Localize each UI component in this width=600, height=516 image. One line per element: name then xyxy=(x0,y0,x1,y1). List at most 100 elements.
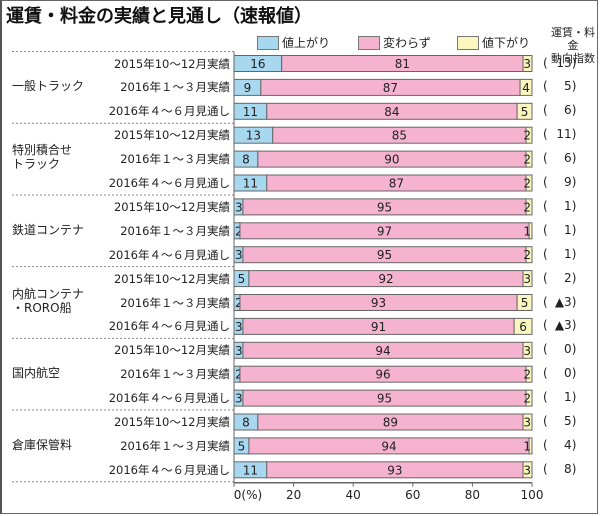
data-label-down: 2 xyxy=(523,248,531,262)
index-close-paren: ) xyxy=(571,461,577,476)
index-open-paren: ( xyxy=(543,79,548,94)
index-value: (▲3) xyxy=(543,295,576,309)
index-header-line2: 動向指数 xyxy=(551,52,595,65)
data-label-up: 3 xyxy=(235,248,243,262)
index-value: (11) xyxy=(543,127,576,141)
index-close-paren: ) xyxy=(571,198,577,213)
data-label-up: 3 xyxy=(235,320,243,334)
index-value: (9) xyxy=(543,175,576,189)
index-value: (8) xyxy=(543,462,576,476)
data-label-down: 1 xyxy=(523,439,531,453)
row-period-label: 2016年１～３月実績 xyxy=(120,223,230,238)
index-open-paren: ( xyxy=(543,103,548,118)
x-tick-label: 0(%) xyxy=(234,488,262,502)
data-label-up: 3 xyxy=(235,200,243,214)
index-open-paren: ( xyxy=(543,270,548,285)
data-label-up: 11 xyxy=(243,105,258,119)
index-close-paren: ) xyxy=(571,294,577,309)
bar-segment-down xyxy=(528,437,533,455)
index-value: (1) xyxy=(543,390,576,404)
legend-swatch-up xyxy=(257,35,279,50)
bar-segment-down xyxy=(522,461,533,479)
row-period-label: 2016年１～３月実績 xyxy=(120,152,230,167)
legend-swatch-down xyxy=(457,35,479,50)
index-open-paren: ( xyxy=(543,151,548,166)
bar-segment-down xyxy=(513,317,533,335)
data-label-up: 2 xyxy=(235,296,243,310)
index-number: 1 xyxy=(564,222,572,237)
index-close-paren: ) xyxy=(571,390,577,405)
data-label-same: 95 xyxy=(377,392,392,406)
index-open-paren: ( xyxy=(543,294,548,309)
bar-segment-down xyxy=(522,341,533,359)
index-open-paren: ( xyxy=(543,437,548,452)
data-label-same: 94 xyxy=(381,439,396,453)
data-label-down: 3 xyxy=(523,463,531,477)
index-close-paren: ) xyxy=(571,437,577,452)
index-number: 1 xyxy=(564,246,572,261)
row-period-label: 2016年４～６月見通し xyxy=(108,176,230,190)
index-value: (5) xyxy=(543,414,576,428)
row-period-label: 2016年１～３月実績 xyxy=(120,367,230,382)
x-tick-label: 80 xyxy=(465,488,480,502)
data-label-up: 11 xyxy=(243,177,258,191)
data-label-up: 5 xyxy=(238,272,246,286)
index-value: (4) xyxy=(543,438,576,452)
group-label: 一般トラック xyxy=(12,79,85,94)
index-close-paren: ) xyxy=(571,127,577,142)
data-label-down: 2 xyxy=(523,200,531,214)
data-label-same: 93 xyxy=(387,463,402,477)
chart-title: 運賃・料金の実績と見通し（速報値） xyxy=(6,6,312,27)
data-label-same: 87 xyxy=(389,177,404,191)
row-period-label: 2015年10～12月実績 xyxy=(113,56,230,71)
index-value: (1) xyxy=(543,199,576,213)
data-label-down: 2 xyxy=(523,129,531,143)
group-label: 鉄道コンテナ xyxy=(12,222,85,237)
data-label-same: 94 xyxy=(375,344,390,358)
data-label-same: 87 xyxy=(383,81,398,95)
row-period-label: 2016年４～６月見通し xyxy=(108,391,230,406)
index-close-paren: ) xyxy=(571,270,577,285)
data-label-up: 11 xyxy=(243,463,258,477)
data-label-up: 8 xyxy=(242,153,250,167)
row-period-label: 2016年４～６月見通し xyxy=(108,247,230,262)
index-number: ▲3 xyxy=(554,318,572,333)
row-period-label: 2015年10～12月実績 xyxy=(113,415,230,429)
index-value: (1) xyxy=(543,223,576,237)
index-value: (2) xyxy=(543,271,576,285)
index-number: 5 xyxy=(564,414,572,428)
index-close-paren: ) xyxy=(571,366,577,381)
legend-label-down: 値下がり xyxy=(482,36,531,50)
row-period-label: 2016年１～３月実績 xyxy=(120,438,230,453)
index-number: 6 xyxy=(564,151,572,166)
index-open-paren: ( xyxy=(543,390,548,405)
index-value: (13) xyxy=(543,56,576,70)
group-label: 倉庫保管料 xyxy=(12,437,73,452)
data-label-up: 2 xyxy=(235,368,243,382)
row-period-label: 2015年10～12月実績 xyxy=(113,343,230,358)
bar-segment-down xyxy=(525,126,533,144)
index-number: 6 xyxy=(564,103,572,118)
index-number: 8 xyxy=(564,461,572,476)
bar-segment-down xyxy=(522,55,533,72)
data-label-same: 90 xyxy=(384,153,399,167)
data-label-down: 2 xyxy=(523,368,531,382)
data-label-down: 1 xyxy=(523,224,531,238)
legend-label-same: 変わらず xyxy=(383,36,431,50)
data-label-same: 91 xyxy=(371,320,386,334)
data-label-same: 95 xyxy=(377,248,392,262)
data-label-down: 3 xyxy=(523,416,531,430)
index-close-paren: ) xyxy=(571,246,577,261)
index-number: 0 xyxy=(564,366,572,381)
legend-item-down: 値下がり xyxy=(457,34,530,51)
index-close-paren: ) xyxy=(571,175,577,189)
index-value: (6) xyxy=(543,151,576,165)
x-tick-label: 40 xyxy=(346,488,361,502)
index-open-paren: ( xyxy=(543,175,548,189)
index-open-paren: ( xyxy=(543,198,548,213)
data-label-down: 2 xyxy=(523,392,531,406)
data-label-up: 5 xyxy=(238,439,246,453)
index-close-paren: ) xyxy=(571,342,577,357)
